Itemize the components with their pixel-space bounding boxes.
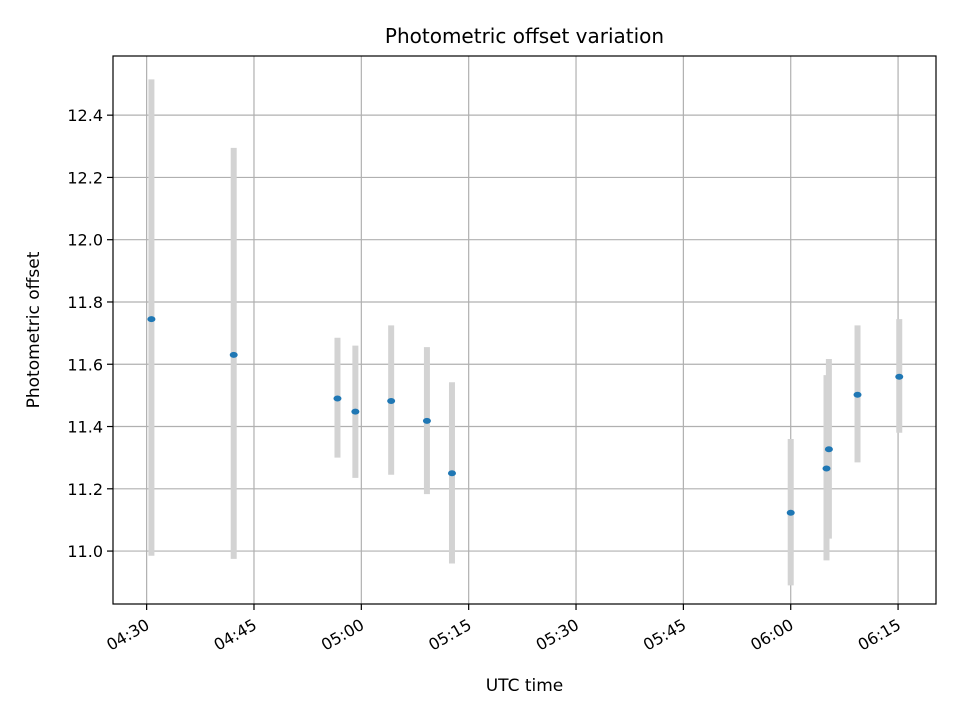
- data-point: [895, 373, 904, 380]
- plot-frame: [112, 55, 937, 605]
- y-tick-label: 11.2: [67, 480, 103, 499]
- y-axis: 11.0 11.2 11.4 11.6 11.8 12.0 12.2 12.4: [67, 106, 113, 561]
- data-point: [422, 417, 431, 424]
- data-points: [147, 316, 904, 516]
- data-point: [822, 465, 831, 472]
- data-point: [786, 509, 795, 516]
- y-tick-label: 11.0: [67, 542, 103, 561]
- y-tick-label: 12.4: [67, 106, 103, 125]
- y-tick-label: 11.8: [67, 293, 103, 312]
- y-tick-label: 12.0: [67, 231, 103, 250]
- grid: [113, 56, 936, 604]
- y-axis-title: Photometric offset: [24, 251, 44, 408]
- data-point: [333, 395, 342, 402]
- data-point: [824, 446, 833, 453]
- chart-title: Photometric offset variation: [385, 24, 664, 48]
- data-point: [229, 351, 238, 358]
- y-tick-label: 11.4: [67, 418, 103, 437]
- data-point: [387, 397, 396, 404]
- data-point: [447, 470, 456, 477]
- x-axis-title: UTC time: [486, 676, 564, 696]
- data-point: [147, 316, 156, 323]
- y-tick-label: 11.6: [67, 355, 103, 374]
- data-point: [351, 408, 360, 415]
- y-tick-label: 12.2: [67, 168, 103, 187]
- data-point: [853, 391, 862, 398]
